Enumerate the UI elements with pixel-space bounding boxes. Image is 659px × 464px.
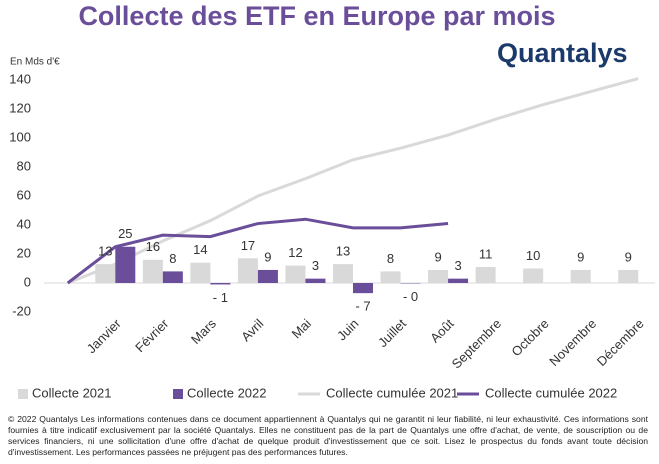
data-label: 9 <box>577 249 584 264</box>
bar <box>237 258 258 283</box>
y-tick-label: 80 <box>17 158 31 173</box>
data-label: 9 <box>625 249 632 264</box>
data-label: 14 <box>193 242 207 257</box>
data-label: - 1 <box>213 290 228 305</box>
bar <box>285 265 306 283</box>
data-label: - 0 <box>403 289 418 304</box>
data-label: 10 <box>526 248 540 263</box>
data-label: 25 <box>118 226 132 241</box>
bar <box>448 278 469 283</box>
line <box>66 217 449 285</box>
data-label: 8 <box>387 251 394 266</box>
y-tick-label: 60 <box>17 187 31 202</box>
data-label: 3 <box>454 258 461 273</box>
line <box>67 77 639 285</box>
legend-label: Collecte cumulée 2021 <box>326 385 458 400</box>
bar <box>333 264 353 283</box>
x-tick-label: Février <box>132 315 172 355</box>
bar <box>428 269 449 283</box>
bar <box>210 283 231 285</box>
chart-title: Collecte des ETF en Europe par mois <box>78 1 555 31</box>
data-label: 9 <box>264 249 271 264</box>
y-tick-label: -20 <box>12 303 31 318</box>
data-label: 12 <box>288 245 302 260</box>
x-tick-label: Janvier <box>84 315 125 356</box>
y-axis-label: En Mds d'€ <box>10 57 60 68</box>
x-tick-label: Mars <box>188 316 219 347</box>
x-tick-label: Août <box>427 316 457 346</box>
x-tick-label: Octobre <box>508 316 551 359</box>
data-label: 13 <box>336 244 350 259</box>
bar <box>162 271 183 283</box>
bar <box>257 269 278 283</box>
data-label: 11 <box>479 246 493 261</box>
y-tick-label: 40 <box>17 216 31 231</box>
x-tick-label: Novembre <box>546 316 599 369</box>
data-label: 9 <box>434 249 441 264</box>
bar <box>190 262 211 283</box>
y-tick-label: 20 <box>17 245 31 260</box>
legend-swatch <box>173 389 183 399</box>
data-label: - 7 <box>355 299 370 314</box>
legend-label: Collecte 2021 <box>32 385 112 400</box>
y-tick-label: 100 <box>9 129 31 144</box>
footer: © 2022 Quantalys Les informations conten… <box>8 414 648 457</box>
data-label: 8 <box>169 251 176 266</box>
y-tick-label: 140 <box>9 71 31 86</box>
bar <box>305 278 326 283</box>
x-tick-label: Juin <box>334 316 361 343</box>
x-tick-label: Décembre <box>594 316 647 369</box>
data-label: 16 <box>146 239 160 254</box>
data-label: 17 <box>241 238 255 253</box>
bar <box>570 269 591 283</box>
legend-swatch <box>18 389 28 399</box>
legend-label: Collecte cumulée 2022 <box>485 385 617 400</box>
bar <box>380 271 401 283</box>
bar <box>95 264 116 283</box>
x-tick-label: Avril <box>238 316 266 344</box>
bar <box>115 246 136 283</box>
bar <box>142 259 163 283</box>
y-tick-label: 0 <box>24 274 31 289</box>
legend-label: Collecte 2022 <box>187 385 267 400</box>
bar <box>618 269 639 283</box>
x-tick-label: Septembre <box>449 316 505 372</box>
bar <box>475 267 496 283</box>
y-tick-label: 120 <box>9 100 31 115</box>
bar <box>353 283 373 294</box>
x-tick-label: Mai <box>289 316 314 341</box>
bar <box>523 268 544 283</box>
data-label: 3 <box>312 258 319 273</box>
x-tick-label: Juillet <box>375 316 409 350</box>
logo: Quantalys <box>497 38 628 68</box>
chart: Collecte des ETF en Europe par mois Quan… <box>9 1 655 400</box>
data-label: 13 <box>98 244 112 259</box>
